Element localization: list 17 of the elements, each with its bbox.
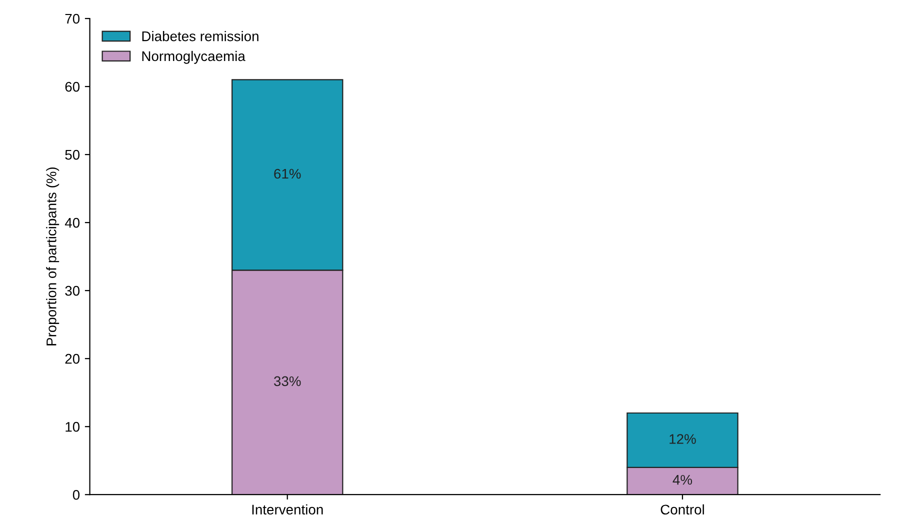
y-tick-label: 20	[65, 354, 80, 364]
data-label: 33%	[274, 376, 301, 386]
y-tick-label: 10	[66, 422, 80, 432]
legend-label: Diabetes remission	[142, 31, 258, 42]
legend-label: Normoglycaemia	[142, 50, 246, 64]
annotation: 61%	[274, 168, 301, 179]
y-axis-title: Proportion of participants (%)	[46, 167, 60, 346]
data-label: 4%	[672, 474, 692, 485]
y-tick-label: 60	[65, 82, 80, 92]
x-tick-label: Control	[660, 504, 704, 515]
annotation: 12%	[670, 434, 696, 444]
y-tick-label: 50	[65, 150, 80, 160]
y-tick-label: 0	[72, 490, 80, 500]
y-tick-label: 40	[64, 218, 80, 228]
y-tick-label: 30	[65, 286, 80, 296]
y-tick-label: 70	[65, 14, 80, 24]
x-tick-label: Intervention	[252, 504, 323, 515]
